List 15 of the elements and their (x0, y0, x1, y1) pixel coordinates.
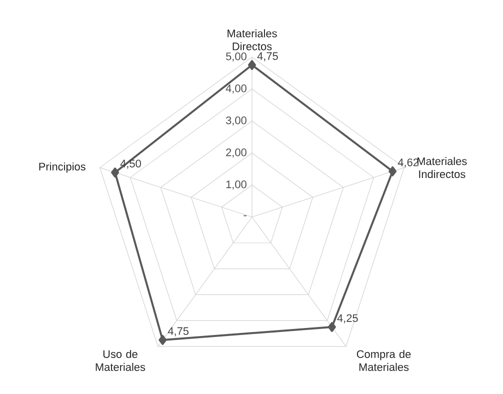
data-label: 4,75 (168, 327, 189, 336)
data-label: 4,25 (337, 314, 358, 324)
spoke-label: Materiales Directos (228, 29, 277, 50)
y-tick-label: 3,00 (226, 116, 246, 126)
y-tick-label: 5,00 (226, 52, 246, 62)
spoke-label: Materiales Indirectos (418, 157, 467, 178)
y-tick-label: 2,00 (226, 148, 246, 158)
spoke-label: Compra de Materiales (356, 350, 411, 371)
data-label: 4,75 (257, 52, 278, 62)
spoke-label: Principios (39, 162, 86, 173)
y-tick-label: - (244, 215, 246, 216)
spoke-label: Uso de Materiales (96, 350, 146, 371)
data-label: 4,62 (398, 158, 418, 168)
y-tick-label: 4,00 (226, 84, 246, 94)
y-tick-label: 1,00 (226, 180, 246, 190)
